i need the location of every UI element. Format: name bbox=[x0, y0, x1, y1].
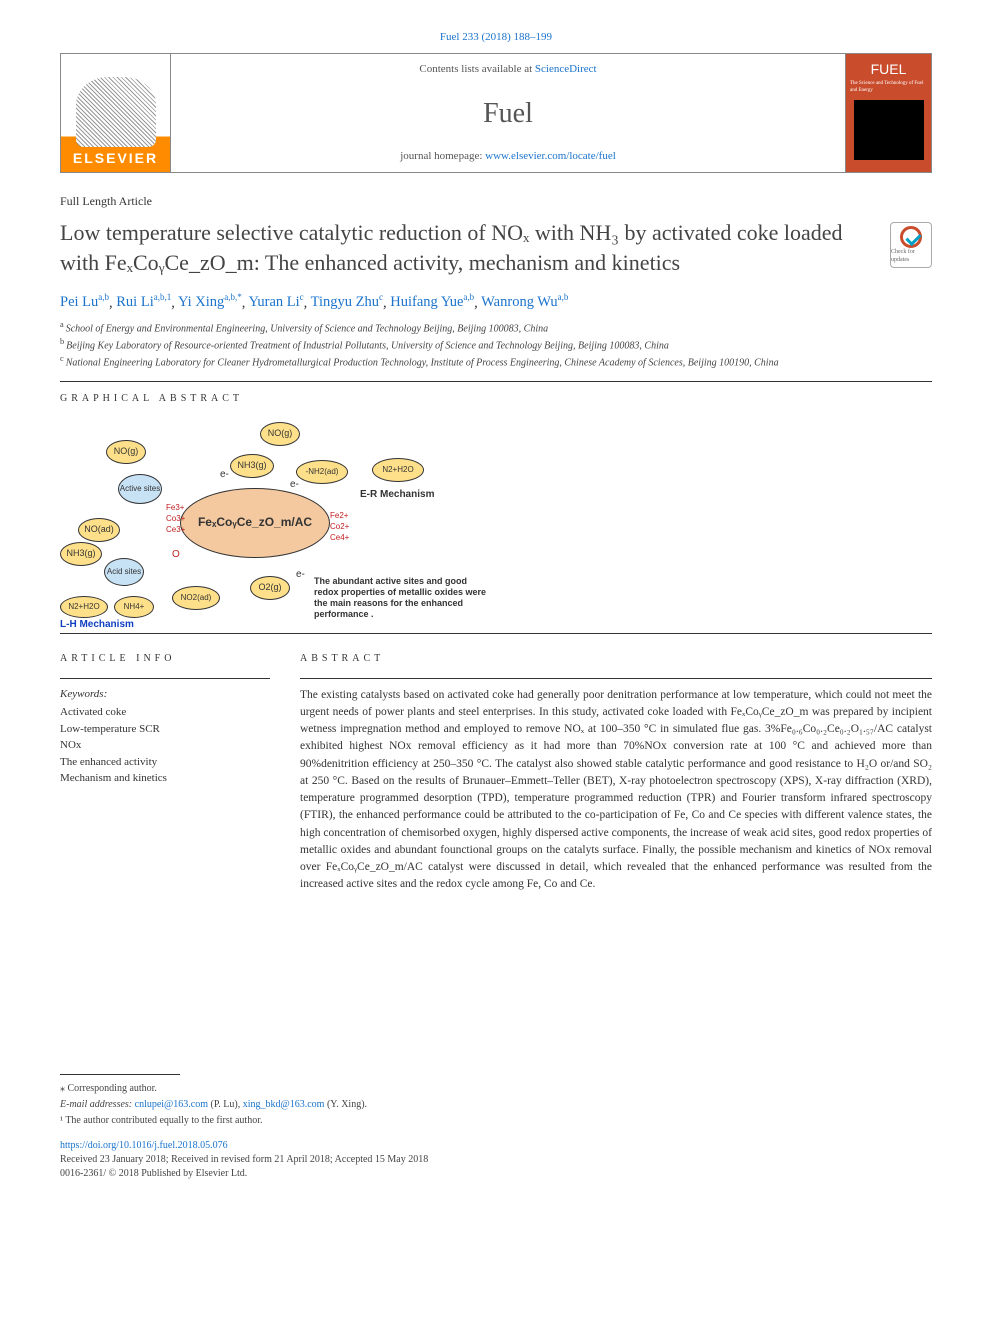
keywords-list: Activated cokeLow-temperature SCRNOxThe … bbox=[60, 704, 270, 787]
abstract-column: ABSTRACT The existing catalysts based on… bbox=[300, 642, 932, 894]
ga-label: e- bbox=[296, 568, 305, 582]
contents-prefix: Contents lists available at bbox=[419, 63, 534, 75]
footnotes: ⁎ Corresponding author. E-mail addresses… bbox=[60, 1074, 932, 1129]
ga-node: NH3(g) bbox=[230, 454, 274, 478]
cover-subtitle: The Science and Technology of Fuel and E… bbox=[850, 80, 927, 94]
ga-node: N2+H2O bbox=[60, 596, 108, 618]
cover-title: FUEL bbox=[871, 60, 907, 80]
journal-header: ELSEVIER Contents lists available at Sci… bbox=[60, 53, 932, 173]
ga-label: Fe2+ Co2+ Ce4+ bbox=[330, 510, 349, 544]
graphical-abstract: FeₓCoᵧCe_zO_m/AC The abundant active sit… bbox=[60, 418, 540, 623]
crossmark-badge[interactable]: Check for updates bbox=[890, 222, 932, 268]
ga-label: L-H Mechanism bbox=[60, 618, 134, 632]
abstract-text: The existing catalysts based on activate… bbox=[300, 687, 932, 894]
ga-node: NO2(ad) bbox=[172, 586, 220, 610]
ga-node: -NH2(ad) bbox=[296, 460, 348, 484]
ga-node: NH4+ bbox=[114, 596, 154, 618]
ga-label: O bbox=[172, 548, 180, 562]
sciencedirect-line: Contents lists available at ScienceDirec… bbox=[419, 62, 596, 77]
crossmark-label: Check for updates bbox=[891, 248, 931, 265]
email-label: E-mail addresses: bbox=[60, 1099, 135, 1110]
author-link[interactable]: Tingyu Zhuc bbox=[311, 294, 383, 310]
copyright-line: 0016-2361/ © 2018 Published by Elsevier … bbox=[60, 1167, 932, 1181]
article-info-column: ARTICLE INFO Keywords: Activated cokeLow… bbox=[60, 642, 270, 894]
section-abstract: ABSTRACT bbox=[300, 652, 932, 666]
homepage-link[interactable]: www.elsevier.com/locate/fuel bbox=[485, 150, 616, 162]
keyword: The enhanced activity bbox=[60, 754, 270, 771]
author-link[interactable]: Yuran Lic bbox=[249, 294, 304, 310]
email-link[interactable]: xing_bkd@163.com bbox=[243, 1099, 325, 1110]
equal-contribution-note: ¹ The author contributed equally to the … bbox=[60, 1113, 932, 1129]
corresponding-note: ⁎ Corresponding author. bbox=[60, 1081, 932, 1097]
ga-label: E-R Mechanism bbox=[360, 488, 434, 502]
keyword: Mechanism and kinetics bbox=[60, 770, 270, 787]
ga-summary-text: The abundant active sites and good redox… bbox=[314, 576, 494, 621]
footnote-rule bbox=[60, 1074, 180, 1075]
header-center: Contents lists available at ScienceDirec… bbox=[171, 54, 845, 172]
rule bbox=[60, 381, 932, 382]
ga-center-oval: FeₓCoᵧCe_zO_m/AC bbox=[180, 488, 330, 558]
affiliation: bBeijing Key Laboratory of Resource-orie… bbox=[60, 336, 932, 353]
elsevier-wordmark: ELSEVIER bbox=[73, 149, 158, 169]
rule bbox=[300, 678, 932, 679]
doi-line: https://doi.org/10.1016/j.fuel.2018.05.0… bbox=[60, 1139, 932, 1153]
ga-node: NH3(g) bbox=[60, 542, 102, 566]
ga-node: O2(g) bbox=[250, 576, 290, 600]
ga-label: e- bbox=[220, 468, 229, 482]
keyword: Low-temperature SCR bbox=[60, 721, 270, 738]
affiliation: cNational Engineering Laboratory for Cle… bbox=[60, 353, 932, 370]
ga-node: Acid sites bbox=[104, 558, 144, 586]
ga-label: Fe3+ Co3+ Ce3+ bbox=[166, 502, 185, 536]
author-link[interactable]: Pei Lua,b bbox=[60, 294, 109, 310]
email-line: E-mail addresses: cnlupei@163.com (P. Lu… bbox=[60, 1097, 932, 1113]
ga-node: NO(ad) bbox=[78, 518, 120, 542]
affiliations: aSchool of Energy and Environmental Engi… bbox=[60, 319, 932, 371]
section-graphical-abstract: GRAPHICAL ABSTRACT bbox=[60, 392, 932, 406]
ga-node: NO(g) bbox=[106, 440, 146, 464]
elsevier-tree-icon bbox=[76, 77, 156, 147]
rule bbox=[60, 678, 270, 679]
elsevier-logo: ELSEVIER bbox=[61, 54, 171, 172]
affiliation: aSchool of Energy and Environmental Engi… bbox=[60, 319, 932, 336]
citation[interactable]: Fuel 233 (2018) 188–199 bbox=[60, 30, 932, 45]
journal-cover: FUEL The Science and Technology of Fuel … bbox=[845, 54, 931, 172]
ga-node: Active sites bbox=[118, 474, 162, 504]
keyword: Activated coke bbox=[60, 704, 270, 721]
author-link[interactable]: Yi Xinga,b,* bbox=[178, 294, 242, 310]
keyword: NOx bbox=[60, 737, 270, 754]
article-type: Full Length Article bbox=[60, 193, 932, 210]
ga-label: e- bbox=[290, 478, 299, 492]
article-title: Low temperature selective catalytic redu… bbox=[60, 218, 870, 277]
section-article-info: ARTICLE INFO bbox=[60, 652, 270, 666]
sciencedirect-link[interactable]: ScienceDirect bbox=[535, 63, 597, 75]
history-line: Received 23 January 2018; Received in re… bbox=[60, 1153, 932, 1167]
ga-node: N2+H2O bbox=[372, 458, 424, 482]
doi-link[interactable]: https://doi.org/10.1016/j.fuel.2018.05.0… bbox=[60, 1140, 228, 1151]
rule bbox=[60, 633, 932, 634]
cover-thumbnail bbox=[854, 100, 924, 160]
email-link[interactable]: cnlupei@163.com bbox=[135, 1099, 208, 1110]
homepage-line: journal homepage: www.elsevier.com/locat… bbox=[400, 149, 616, 164]
author-link[interactable]: Wanrong Wua,b bbox=[481, 294, 568, 310]
author-link[interactable]: Huifang Yuea,b bbox=[390, 294, 474, 310]
ga-node: NO(g) bbox=[260, 422, 300, 446]
journal-title: Fuel bbox=[483, 94, 533, 133]
homepage-prefix: journal homepage: bbox=[400, 150, 485, 162]
keywords-label: Keywords: bbox=[60, 687, 270, 702]
crossmark-icon bbox=[900, 226, 922, 248]
author-link[interactable]: Rui Lia,b,1 bbox=[116, 294, 171, 310]
authors: Pei Lua,b, Rui Lia,b,1, Yi Xinga,b,*, Yu… bbox=[60, 292, 932, 313]
